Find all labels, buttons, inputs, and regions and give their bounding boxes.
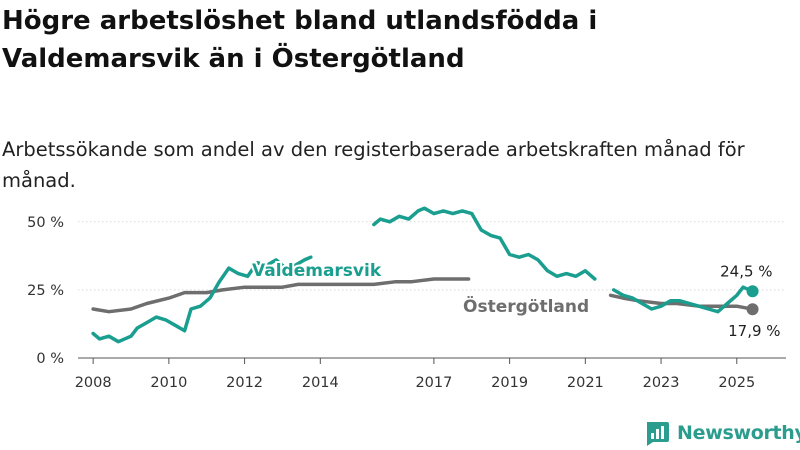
x-tick-label: 2023 — [643, 375, 680, 391]
newsworthy-bar-chart-icon — [647, 422, 669, 446]
series-label-valdemarsvik: Valdemarsvik — [252, 261, 382, 281]
x-tick-label: 2021 — [567, 375, 604, 391]
y-tick-label: 0 % — [36, 351, 64, 367]
series-label-ostergotland: Östergötland — [463, 295, 589, 317]
end-point-valdemarsvik — [746, 285, 759, 298]
x-tick-label: 2017 — [415, 375, 452, 391]
x-tick-label: 2010 — [150, 375, 187, 391]
end-value-label-ostergotland: 17,9 % — [728, 322, 780, 340]
x-tick-label: 2025 — [718, 375, 755, 391]
y-tick-label: 25 % — [27, 283, 64, 299]
newsworthy-logo-text: Newsworthy — [677, 422, 800, 444]
series-line-ostergotland — [91, 277, 755, 314]
x-tick-label: 2019 — [491, 375, 528, 391]
newsworthy-logo: Newsworthy — [644, 420, 800, 446]
y-tick-label: 50 % — [27, 215, 64, 231]
chart-subtitle: Arbetssökande som andel av den registerb… — [2, 138, 745, 192]
x-tick-label: 2014 — [302, 375, 339, 391]
series-line-valdemarsvik — [91, 206, 755, 344]
end-point-ostergotland — [746, 303, 759, 316]
x-tick-label: 2012 — [226, 375, 263, 391]
x-tick-label: 2008 — [75, 375, 112, 391]
chart-title: Högre arbetslöshet bland utlandsfödda i … — [2, 6, 598, 74]
end-value-label-valdemarsvik: 24,5 % — [720, 262, 772, 280]
